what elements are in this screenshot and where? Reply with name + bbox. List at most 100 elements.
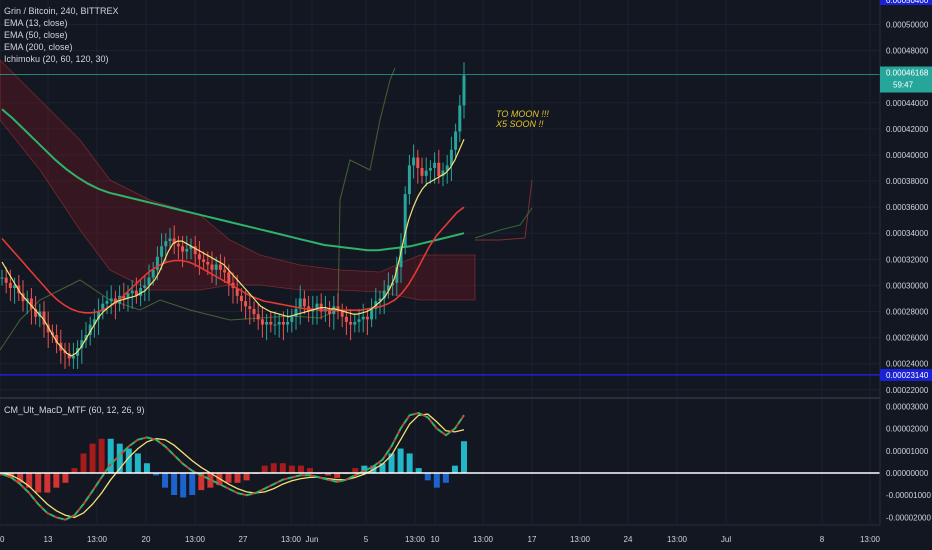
macd-histogram-bar [243,473,250,481]
candle-body [269,321,273,325]
macd-tick-label: 0.00000000 [886,469,929,478]
time-tick-label: 13:00 [281,535,302,544]
price-tick-label: 0.00036000 [886,203,929,212]
candle-body [349,321,353,325]
top-price-tag [880,0,932,5]
candle-body [328,308,332,315]
candle-body [214,264,218,270]
time-tick-label: 8 [820,535,825,544]
candle-body [4,277,8,283]
candle-body [139,288,143,296]
candle-body [433,162,437,169]
candle-body [399,246,403,268]
macd-tick-label: -0.00002000 [886,513,931,522]
legend-title: Grin / Bitcoin, 240, BITTREX [4,6,119,16]
time-tick-label: 13 [44,535,53,544]
candle-body [336,306,340,312]
macd-histogram-bar [461,441,467,473]
macd-signal-line [1,413,465,519]
candle-body [252,308,256,315]
candle-body [168,238,172,242]
macd-histogram-bar [171,473,178,495]
candle-body [378,298,382,302]
macd-tick-label: 0.00003000 [886,402,929,411]
ichimoku-lagging-line [0,67,396,351]
macd-histogram-bar [134,453,141,473]
legend-ema50: EMA (50, close) [4,30,68,40]
macd-histogram-bar [334,473,341,478]
price-tick-top: 0.00050400 [886,0,929,5]
macd-histogram-bar [406,453,413,473]
candle-body [294,308,298,317]
countdown-label: 59:47 [893,81,914,90]
macd-histogram-bar [261,465,268,473]
time-tick-label: 13:00 [87,535,108,544]
candle-body [290,316,294,322]
candle-body [97,311,101,320]
price-tick-label: 0.00048000 [886,47,929,56]
candle-body [193,246,197,255]
candle-body [428,168,432,171]
time-tick-label: 13:00 [860,535,881,544]
candle-body [239,295,243,302]
candle-body [130,290,134,294]
macd-histogram-bar [279,463,286,473]
candle-body [273,324,277,326]
price-tick-label: 0.00040000 [886,151,929,160]
candle-body [370,308,374,320]
candle-body [84,334,88,341]
hline-price-tag [880,368,932,381]
macd-histogram-bar [325,473,332,476]
macd-histogram-bar [162,473,169,488]
price-tick-label: 0.00038000 [886,177,929,186]
macd-histogram-bar [433,473,440,488]
candle-body [441,170,445,176]
candle-body [265,321,269,325]
macd-histogram-bar [35,473,42,493]
hline-price-label: 0.00023140 [886,371,929,380]
candle-body [298,298,302,309]
candle-body [407,165,411,195]
price-tick-label: 0.00026000 [886,334,929,343]
price-tick-label: 0.00042000 [886,125,929,134]
price-tick-label: 0.00044000 [886,99,929,108]
indicator-lines [0,74,880,376]
macd-histogram-bar [352,468,359,473]
macd-histogram-bar [17,473,24,483]
macd-histogram-bar [379,463,386,473]
macd-histogram-bar [62,473,69,483]
macd-histogram-bar [424,473,431,481]
macd-histogram-bar [153,473,159,476]
candle-body [134,290,138,296]
candle-body [260,319,264,325]
candle-body [147,277,151,286]
macd-histogram-bar [307,468,313,473]
macd-histogram-bar [361,465,368,473]
macd-histogram-bar [415,468,422,473]
legend-ema200: EMA (200, close) [4,42,73,52]
annotation-line2: X5 SOON !! [495,119,544,129]
candle-body [13,285,17,289]
annotation-line1: TO MOON !!! [496,109,549,119]
macd-histogram-bar [44,473,51,493]
candle-body [277,321,281,325]
macd-legend: CM_Ult_MacD_MTF (60, 12, 26, 9) [4,405,145,415]
time-scale-background [0,525,932,550]
ichimoku-cloud [0,59,533,351]
candle-body [420,168,424,176]
candle-body [437,162,441,176]
candle-body [181,246,185,252]
macd-histogram-bar [234,473,241,483]
ema50-line [1,206,465,314]
candle-body [361,316,365,320]
time-tick-label: 20 [142,535,151,544]
macd-histogram-bar [297,465,304,473]
candle-body [445,165,449,171]
candle-body [244,301,248,307]
macd-histogram-bar [71,468,78,473]
ema13-line [1,139,465,357]
candle-body [8,282,12,289]
candle-body [55,334,59,343]
